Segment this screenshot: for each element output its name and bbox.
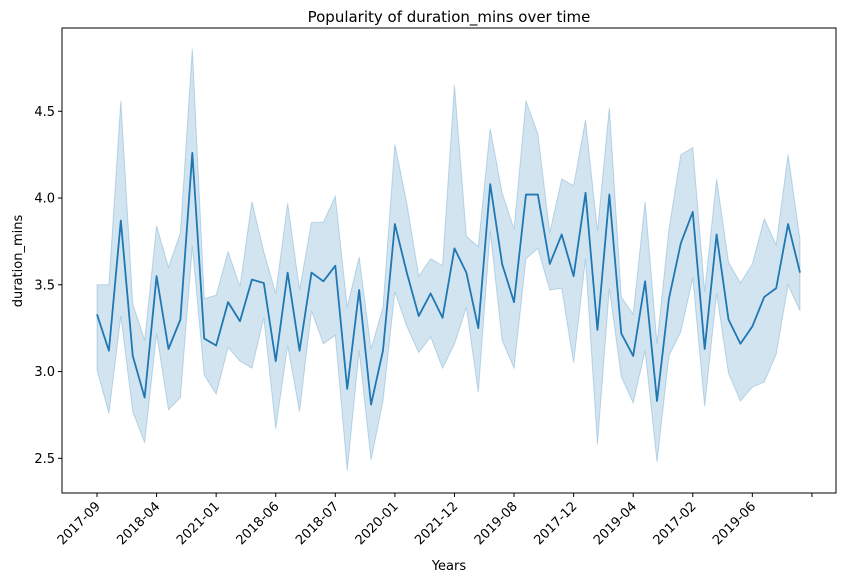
- x-tick-label: 2019-08: [472, 499, 521, 548]
- plot-area: [96, 48, 801, 471]
- y-tick-label: 3.5: [34, 278, 55, 293]
- x-tick-label: 2019-06: [710, 499, 759, 548]
- x-tick-label: 2021-12: [412, 499, 461, 548]
- x-tick-label: 2020-01: [353, 499, 402, 548]
- x-tick-label: 2018-07: [293, 499, 342, 548]
- x-tick-label: 2021-01: [174, 499, 223, 548]
- y-axis: 2.5 3.0 3.5 4.0 4.5: [34, 105, 62, 467]
- x-tick-label: 2017-02: [651, 499, 700, 548]
- x-axis: 2017-09 2018-04 2021-01 2018-06 2018-07 2020-…: [55, 493, 813, 548]
- x-tick-label: 2017-09: [55, 499, 104, 548]
- x-tick-label: 2017-12: [531, 499, 580, 548]
- series-line: [96, 152, 801, 406]
- y-tick-label: 4.0: [34, 192, 55, 207]
- y-axis-title: duration_mins: [11, 215, 26, 308]
- x-tick-label: 2019-04: [591, 499, 640, 548]
- y-tick-label: 3.0: [34, 365, 55, 380]
- y-tick-label: 2.5: [34, 452, 55, 467]
- x-axis-title: Years: [431, 559, 467, 574]
- x-tick-label: 2018-06: [234, 499, 283, 548]
- y-tick-label: 4.5: [34, 105, 55, 120]
- x-tick-label: 2018-04: [114, 499, 163, 548]
- chart-title: Popularity of duration_mins over time: [308, 8, 591, 27]
- confidence-band: [96, 48, 801, 471]
- axes-frame: [61, 27, 837, 494]
